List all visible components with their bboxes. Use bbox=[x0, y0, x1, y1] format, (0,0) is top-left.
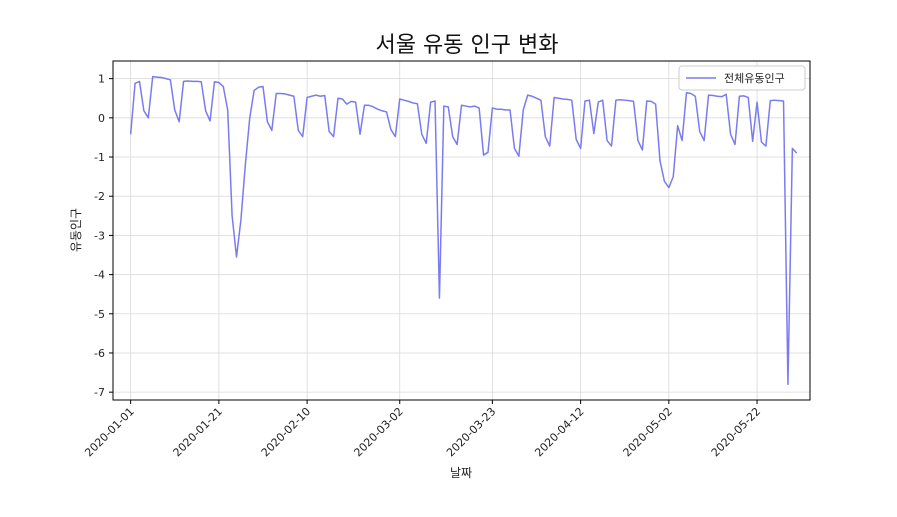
x-axis-label: 날짜 bbox=[450, 466, 472, 480]
y-tick-label: -7 bbox=[94, 386, 105, 399]
y-tick-label: -5 bbox=[94, 308, 105, 321]
y-tick-label: 1 bbox=[98, 73, 105, 86]
legend: 전체유동인구 bbox=[678, 65, 806, 91]
y-tick-label: 0 bbox=[98, 112, 105, 125]
y-tick-label: -2 bbox=[94, 190, 105, 203]
y-axis: 1 0 -1 -2 -3 -4 -5 -6 -7 bbox=[94, 73, 113, 399]
chart-title: 서울 유동 인구 변화 bbox=[376, 33, 559, 58]
y-tick-label: -3 bbox=[94, 229, 105, 242]
legend-box bbox=[678, 65, 806, 91]
y-axis-label: 유동인구 bbox=[69, 208, 83, 252]
y-tick-label: -1 bbox=[94, 151, 105, 164]
y-tick-label: -4 bbox=[94, 269, 105, 282]
plot-frame bbox=[112, 60, 811, 401]
legend-label: 전체유동인구 bbox=[724, 72, 785, 85]
plot-area bbox=[129, 75, 798, 386]
series-line bbox=[129, 75, 798, 386]
y-tick-label: -6 bbox=[94, 347, 105, 360]
